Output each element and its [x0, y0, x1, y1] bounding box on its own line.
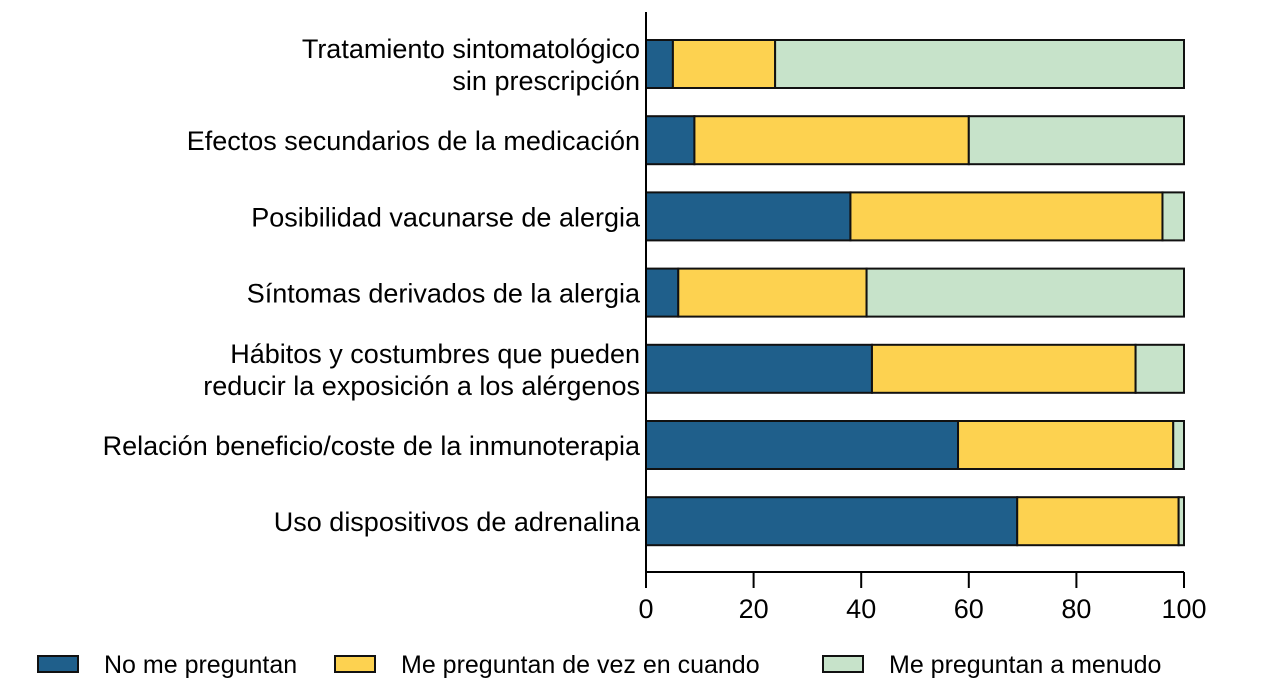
category-label: Relación beneficio/coste de la inmunoter… — [103, 431, 641, 461]
bar-segment-2-row-4 — [677, 267, 868, 318]
bar-segment-3-row-7 — [1177, 496, 1185, 547]
bar-segment-3-row-4 — [865, 267, 1186, 318]
category-label: Posibilidad vacunarse de alergia — [251, 202, 641, 232]
category-label: Hábitos y costumbres que pueden — [230, 339, 640, 369]
bar-segment-2-row-6 — [957, 420, 1175, 470]
x-tick-label: 100 — [1161, 594, 1206, 624]
x-tick-label: 0 — [638, 594, 653, 624]
category-label: Síntomas derivados de la alergia — [247, 279, 641, 309]
bar-segment-3-row-6 — [1172, 420, 1185, 470]
bar-segment-3-row-1 — [774, 39, 1185, 89]
x-tick-label: 20 — [739, 594, 769, 624]
x-tick-label: 60 — [954, 594, 984, 624]
bar-segment-2-row-5 — [870, 343, 1137, 394]
category-label: sin prescripción — [452, 66, 640, 96]
x-tick-label: 40 — [846, 594, 876, 624]
legend-label-3: Me preguntan a menudo — [889, 651, 1161, 679]
bar-segment-2-row-7 — [1016, 496, 1180, 547]
bar-segment-3-row-2 — [967, 115, 1185, 166]
axes — [645, 12, 1184, 573]
bar-segment-1-row-2 — [645, 115, 696, 166]
legend-swatch-2 — [334, 655, 376, 673]
bar-segment-1-row-4 — [645, 267, 680, 318]
bar-segment-1-row-5 — [645, 343, 873, 394]
bar-segment-1-row-1 — [645, 39, 674, 89]
x-tick-label: 80 — [1061, 594, 1091, 624]
bar-segment-2-row-3 — [849, 191, 1164, 242]
bars-group — [645, 39, 1186, 547]
bar-segment-1-row-3 — [645, 191, 852, 242]
bar-segment-1-row-6 — [645, 420, 960, 470]
legend-label-2: Me preguntan de vez en cuando — [401, 651, 760, 679]
bar-segment-2-row-1 — [671, 39, 777, 89]
bar-segment-2-row-2 — [693, 115, 970, 166]
bar-segment-3-row-3 — [1161, 191, 1185, 242]
category-label: Efectos secundarios de la medicación — [187, 126, 640, 156]
legend-label-1: No me preguntan — [104, 651, 297, 679]
legend-swatch-3 — [822, 655, 864, 673]
legend: No me preguntan Me preguntan de vez en cu… — [37, 651, 1161, 679]
bar-segment-1-row-7 — [645, 496, 1019, 547]
x-ticks: 0 20 40 60 80 100 — [638, 572, 1207, 624]
category-label: Uso dispositivos de adrenalina — [274, 507, 641, 537]
category-label: reducir la exposición a los alérgenos — [203, 371, 640, 401]
bar-segment-3-row-5 — [1134, 343, 1185, 394]
category-label: Tratamiento sintomatológico — [302, 34, 640, 64]
legend-swatch-1 — [37, 655, 79, 673]
